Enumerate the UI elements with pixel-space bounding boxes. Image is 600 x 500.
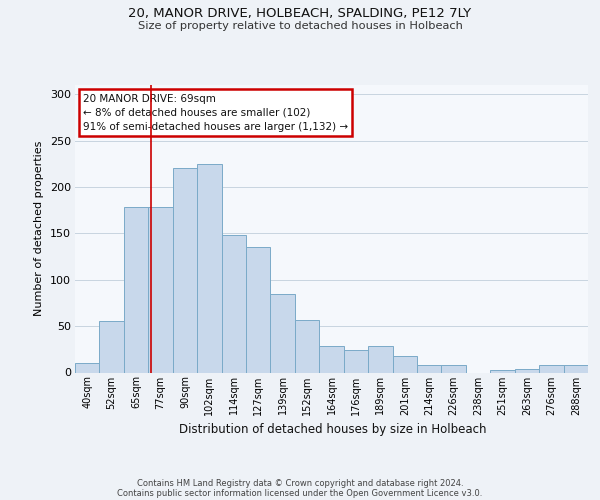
Bar bbox=[271, 294, 295, 372]
Bar bbox=[490, 370, 515, 372]
Text: Contains public sector information licensed under the Open Government Licence v3: Contains public sector information licen… bbox=[118, 489, 482, 498]
Bar bbox=[246, 248, 271, 372]
Text: Contains HM Land Registry data © Crown copyright and database right 2024.: Contains HM Land Registry data © Crown c… bbox=[137, 479, 463, 488]
Text: Size of property relative to detached houses in Holbeach: Size of property relative to detached ho… bbox=[137, 21, 463, 31]
Bar bbox=[295, 320, 319, 372]
Bar bbox=[75, 363, 100, 372]
Bar bbox=[515, 369, 539, 372]
Bar bbox=[539, 365, 563, 372]
Bar bbox=[197, 164, 221, 372]
Y-axis label: Number of detached properties: Number of detached properties bbox=[34, 141, 44, 316]
Bar bbox=[344, 350, 368, 372]
Bar bbox=[392, 356, 417, 372]
Bar bbox=[124, 208, 148, 372]
Bar bbox=[100, 322, 124, 372]
Text: 20 MANOR DRIVE: 69sqm
← 8% of detached houses are smaller (102)
91% of semi-deta: 20 MANOR DRIVE: 69sqm ← 8% of detached h… bbox=[83, 94, 348, 132]
Bar bbox=[563, 365, 588, 372]
Text: 20, MANOR DRIVE, HOLBEACH, SPALDING, PE12 7LY: 20, MANOR DRIVE, HOLBEACH, SPALDING, PE1… bbox=[128, 8, 472, 20]
Bar bbox=[417, 365, 442, 372]
Text: Distribution of detached houses by size in Holbeach: Distribution of detached houses by size … bbox=[179, 422, 487, 436]
Bar bbox=[221, 235, 246, 372]
Bar bbox=[148, 208, 173, 372]
Bar bbox=[442, 365, 466, 372]
Bar bbox=[319, 346, 344, 372]
Bar bbox=[173, 168, 197, 372]
Bar bbox=[368, 346, 392, 372]
